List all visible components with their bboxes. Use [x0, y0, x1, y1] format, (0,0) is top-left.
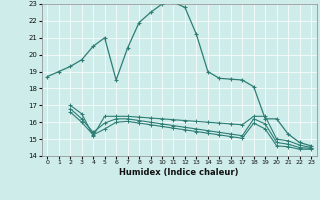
- X-axis label: Humidex (Indice chaleur): Humidex (Indice chaleur): [119, 168, 239, 177]
